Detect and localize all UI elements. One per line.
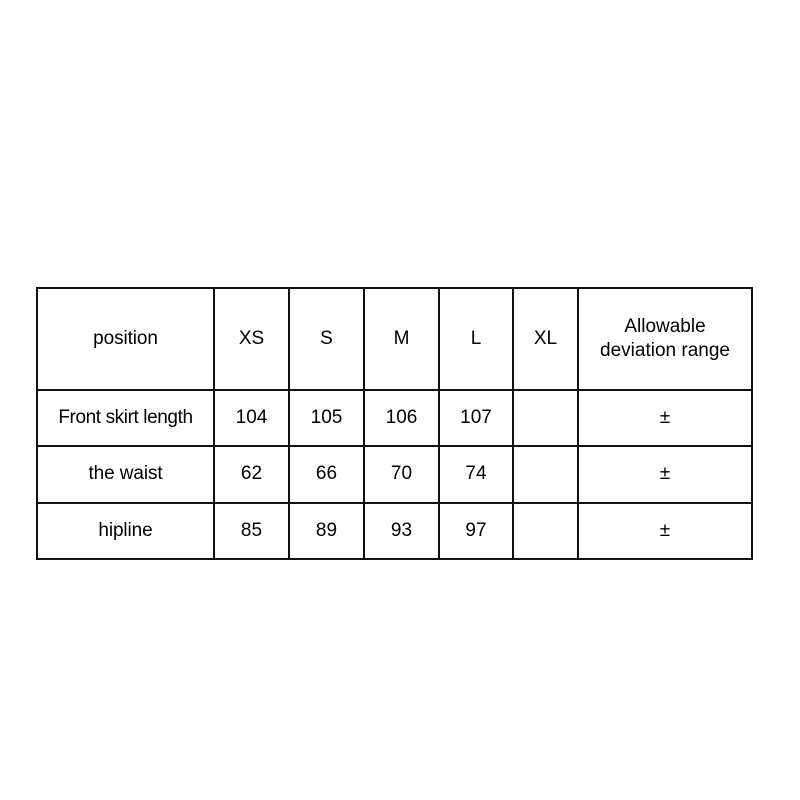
cell-hipline-l: 97 [438,501,514,560]
header-deviation-line1: Allowable [624,316,706,338]
cell-hipline-xs: 85 [213,501,290,560]
cell-the-waist-m: 70 [363,445,440,504]
cell-the-waist-xl [512,445,579,504]
cell-front-skirt-length-xl [512,388,579,448]
header-xs: XS [213,287,290,391]
cell-the-waist-s: 66 [288,445,365,504]
size-chart-table: position XS S M L XL Allowable deviation… [36,287,753,560]
cell-front-skirt-length-m: 106 [363,388,440,448]
cell-front-skirt-length-l: 107 [438,388,514,448]
cell-hipline-s: 89 [288,501,365,560]
cell-the-waist-deviation: ± [577,445,753,504]
cell-hipline-deviation: ± [577,501,753,560]
cell-front-skirt-length-s: 105 [288,388,365,448]
table-row: hipline 85 89 93 97 ± [36,501,753,560]
table-row: Front skirt length 104 105 106 107 ± [36,388,753,448]
cell-the-waist-l: 74 [438,445,514,504]
cell-the-waist-xs: 62 [213,445,290,504]
row-label-hipline: hipline [36,501,215,560]
row-label-the-waist: the waist [36,445,215,504]
cell-front-skirt-length-xs: 104 [213,388,290,448]
header-position: position [36,287,215,391]
cell-front-skirt-length-deviation: ± [577,388,753,448]
header-l: L [438,287,514,391]
row-label-front-skirt-length: Front skirt length [36,388,215,448]
table-header-row: position XS S M L XL Allowable deviation… [36,287,753,391]
header-xl: XL [512,287,579,391]
header-s: S [288,287,365,391]
header-m: M [363,287,440,391]
header-deviation-line2: deviation range [600,339,730,361]
cell-hipline-m: 93 [363,501,440,560]
table-row: the waist 62 66 70 74 ± [36,445,753,504]
header-allowable-deviation-range: Allowable deviation range [577,287,753,391]
cell-hipline-xl [512,501,579,560]
